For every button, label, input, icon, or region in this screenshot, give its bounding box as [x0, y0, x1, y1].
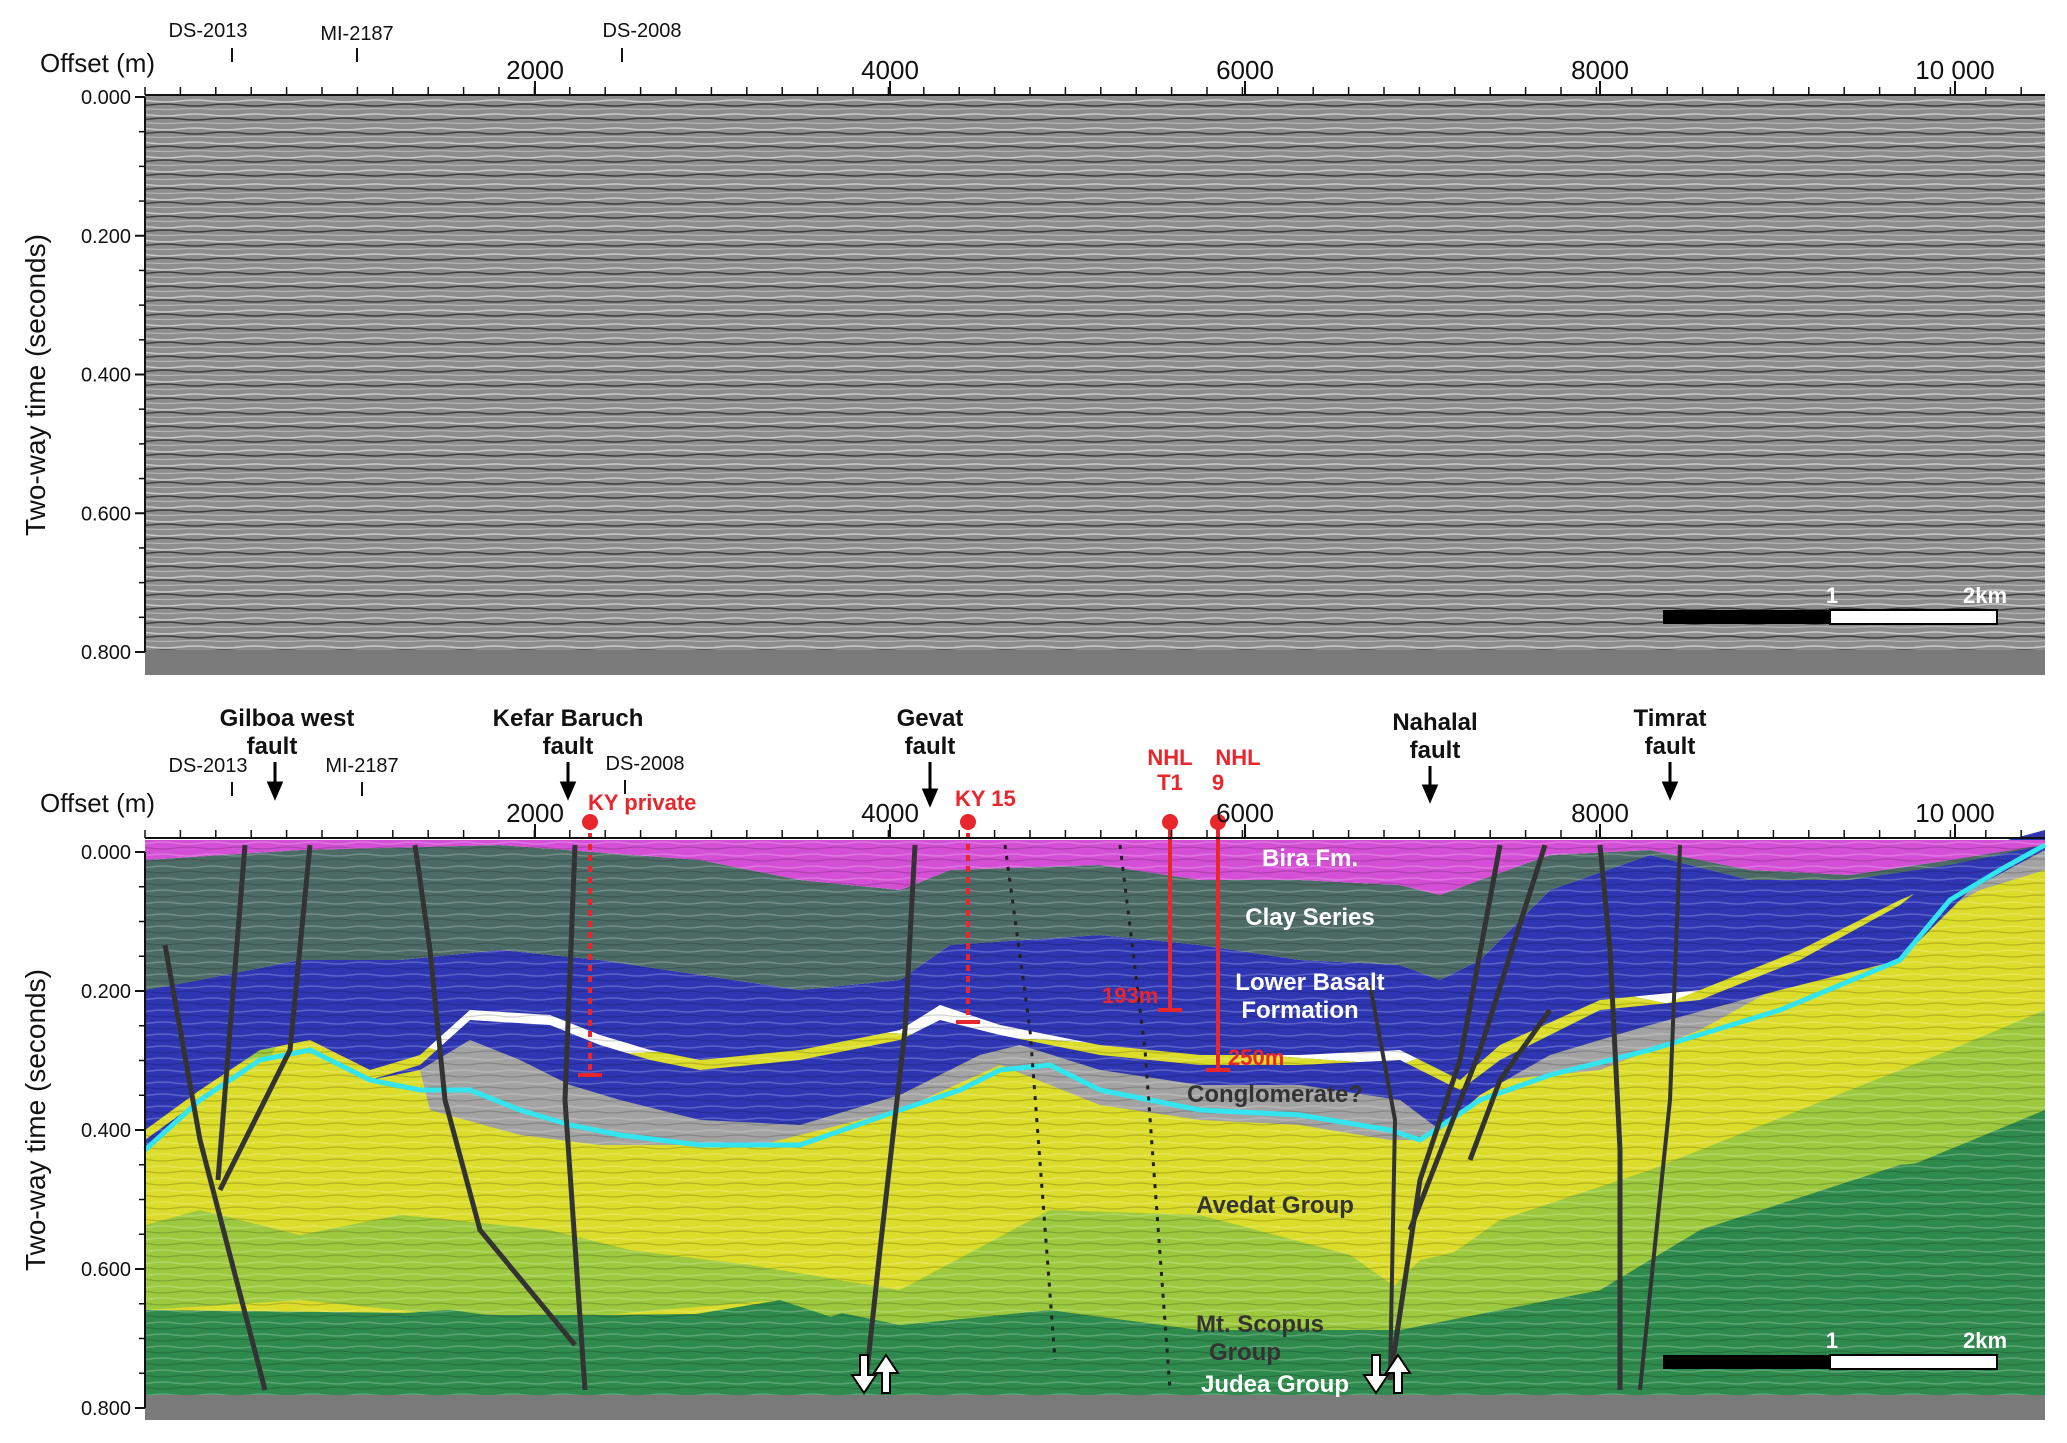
- bottom-marker-ds-2013: DS-2013: [169, 755, 248, 777]
- well-ky-private-label: KY private: [588, 790, 696, 815]
- bottom-bottom-strip: [145, 1395, 2045, 1420]
- x-tick-label: 2000: [506, 798, 564, 828]
- label-avedat: Avedat Group: [1196, 1192, 1354, 1219]
- dashed-faults: [1003, 844, 1172, 1391]
- fault-gevat-1: Gevat: [897, 705, 964, 732]
- top-marker-ds-2013: DS-2013: [169, 20, 248, 42]
- fault-gilboa-2: fault: [247, 733, 298, 760]
- bottom-scale-end: 2km: [1963, 1328, 2007, 1353]
- x-tick-label: 8000: [1571, 55, 1629, 85]
- well-nhl-9-line2: 9: [1212, 770, 1224, 795]
- bottom-marker-ds-2008: DS-2008: [606, 753, 685, 775]
- label-scopus-2: Group: [1209, 1339, 1281, 1366]
- bottom-y-axis: 0.000 0.200 0.400 0.600 0.800: [81, 842, 146, 1420]
- well-depth-193: 193m: [1102, 983, 1158, 1008]
- x-tick-label: 6000: [1216, 55, 1274, 85]
- y-tick-label: 0.600: [81, 1259, 131, 1281]
- label-basalt-2: Formation: [1241, 997, 1358, 1024]
- bottom-scale-bar: 1 2km: [1663, 1328, 2007, 1370]
- bottom-scale-mid: 1: [1826, 1328, 1838, 1353]
- fault-gilboa-1: Gilboa west: [220, 705, 355, 732]
- fault-lines: [162, 844, 1682, 1391]
- top-x-axis: 2000 4000 6000 8000 10 000: [144, 55, 2045, 96]
- top-y-axis-label: Two-way time (seconds): [20, 234, 51, 536]
- x-tick-label: 10 000: [1915, 798, 1995, 828]
- basalt-base-horizon: [143, 842, 2047, 1152]
- fault-arrows: [850, 1353, 1412, 1395]
- y-tick-label: 0.200: [81, 981, 131, 1003]
- bottom-x-axis-label: Offset (m): [40, 788, 155, 818]
- formation-texture: [145, 840, 2045, 1395]
- well-nhl-9-line1: NHL: [1215, 745, 1260, 770]
- bottom-marker-mi-2187: MI-2187: [325, 755, 398, 777]
- y-tick-label: 0.400: [81, 365, 131, 387]
- well-nhl-t1-line2: T1: [1157, 770, 1183, 795]
- fault-timrat-1: Timrat: [1634, 705, 1707, 732]
- top-scale-bar: 1 2km: [1663, 583, 2007, 625]
- y-tick-label: 0.400: [81, 1120, 131, 1142]
- y-tick-label: 0.800: [81, 1398, 131, 1420]
- bottom-y-axis-label: Two-way time (seconds): [20, 969, 51, 1271]
- top-seismic-image: [145, 95, 2045, 650]
- fault-kefar-1: Kefar Baruch: [493, 705, 644, 732]
- bottom-panel: KY private KY 15 NHL T1 NHL 9 193m 250m …: [20, 705, 2047, 1420]
- bottom-x-axis: 2000 4000 6000 8000 10 000: [144, 798, 2045, 839]
- label-conglomerate: Conglomerate?: [1187, 1081, 1363, 1108]
- y-tick-label: 0.600: [81, 503, 131, 525]
- top-marker-ds-2008: DS-2008: [603, 20, 682, 42]
- x-tick-label: 2000: [506, 55, 564, 85]
- label-bira: Bira Fm.: [1262, 845, 1358, 872]
- top-y-axis: 0.000 0.200 0.400 0.600 0.800: [81, 87, 146, 664]
- y-tick-label: 0.800: [81, 642, 131, 664]
- x-tick-label: 6000: [1216, 798, 1274, 828]
- label-basalt-1: Lower Basalt: [1235, 969, 1384, 996]
- x-tick-label: 4000: [861, 798, 919, 828]
- top-bottom-strip: [145, 650, 2045, 675]
- top-x-axis-label: Offset (m): [40, 48, 155, 78]
- x-tick-label: 8000: [1571, 798, 1629, 828]
- well-depth-250: 250m: [1228, 1045, 1284, 1070]
- top-marker-mi-2187: MI-2187: [320, 23, 393, 45]
- y-tick-label: 0.200: [81, 226, 131, 248]
- top-scale-mid: 1: [1826, 583, 1838, 608]
- top-scale-end: 2km: [1963, 583, 2007, 608]
- label-clay: Clay Series: [1245, 904, 1374, 931]
- fault-kefar-2: fault: [543, 733, 594, 760]
- well-ky-15-label: KY 15: [955, 786, 1016, 811]
- label-scopus-1: Mt. Scopus: [1196, 1311, 1324, 1338]
- x-tick-label: 4000: [861, 55, 919, 85]
- y-tick-label: 0.000: [81, 87, 131, 109]
- fault-nahalal-1: Nahalal: [1392, 709, 1477, 736]
- fault-timrat-2: fault: [1645, 733, 1696, 760]
- label-judea: Judea Group: [1201, 1371, 1349, 1398]
- top-panel: 2000 4000 6000 8000 10 000 0.0000.2000.4000.…: [20, 20, 2045, 675]
- y-tick-label: 0.000: [81, 842, 131, 864]
- fault-gevat-2: fault: [905, 733, 956, 760]
- fault-name-arrows: [266, 762, 1679, 808]
- well-nhl-t1-line1: NHL: [1147, 745, 1192, 770]
- wells: [578, 814, 1230, 1077]
- fault-nahalal-2: fault: [1410, 737, 1461, 764]
- x-tick-label: 10 000: [1915, 55, 1995, 85]
